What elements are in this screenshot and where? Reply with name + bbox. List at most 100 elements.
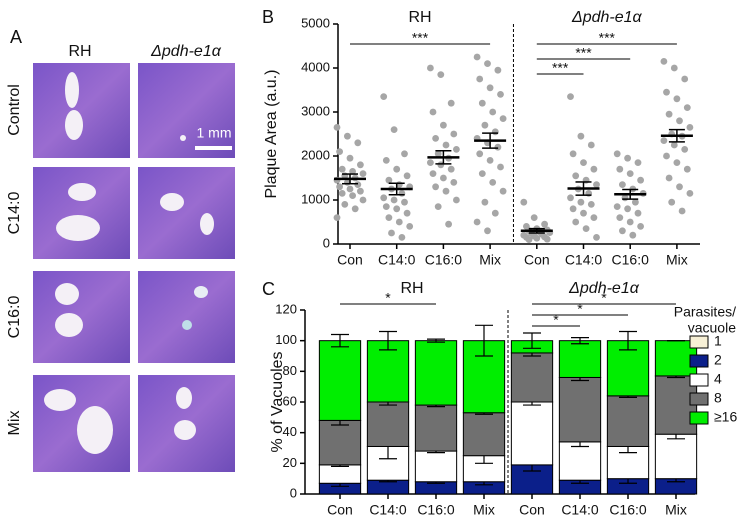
data-point — [572, 172, 580, 180]
plaque — [56, 215, 100, 241]
data-point — [403, 209, 411, 217]
data-point — [437, 71, 445, 78]
data-point — [393, 205, 401, 213]
micrographs: 1 mm — [33, 63, 235, 472]
data-point — [494, 143, 502, 151]
data-point — [476, 150, 484, 158]
data-point — [385, 214, 393, 222]
y-tick-label: 2000 — [301, 147, 330, 162]
bar-segment — [510, 352, 554, 403]
data-point — [577, 132, 585, 140]
y-tick-label: 4000 — [301, 59, 330, 74]
data-point — [629, 231, 637, 239]
data-point — [380, 93, 388, 100]
data-point — [572, 218, 580, 226]
y-tick-label: 120 — [275, 301, 297, 316]
legend-label: 4 — [714, 371, 722, 387]
data-point — [427, 159, 434, 167]
data-point — [497, 91, 504, 98]
legend-swatch — [689, 354, 709, 368]
data-point — [569, 150, 577, 158]
data-point — [357, 161, 364, 169]
data-point — [624, 205, 631, 213]
data-point — [338, 190, 346, 197]
plaque — [65, 72, 79, 108]
legend-swatch — [689, 335, 709, 349]
plaque — [182, 320, 192, 330]
data-point — [427, 64, 434, 72]
data-point — [543, 235, 551, 243]
data-point — [587, 201, 595, 208]
panel-label: C — [262, 279, 275, 299]
scale-bar-label: 1 mm — [197, 125, 232, 141]
data-point — [434, 203, 442, 211]
micrograph — [138, 167, 235, 259]
data-point — [484, 60, 491, 67]
group-title: Δpdh-e1α — [571, 9, 643, 26]
bar-segment — [366, 401, 410, 447]
data-point — [447, 165, 455, 173]
data-point — [447, 99, 455, 107]
significance-label: *** — [552, 60, 569, 76]
data-point — [497, 163, 504, 171]
data-point — [385, 176, 393, 184]
data-point — [351, 205, 359, 213]
data-point — [481, 121, 489, 129]
data-point — [393, 165, 401, 173]
data-point — [616, 165, 624, 173]
plaque — [180, 135, 186, 141]
bar-segment — [558, 441, 602, 481]
data-point — [398, 234, 406, 241]
data-point — [440, 174, 447, 182]
x-tick-label: C14:0 — [565, 252, 603, 268]
data-point — [499, 115, 507, 122]
y-axis-label: Plaque Area (a.u.) — [263, 70, 280, 199]
data-point — [681, 146, 689, 153]
significance-label: * — [577, 301, 583, 317]
row-label: Control — [6, 84, 23, 136]
data-point — [626, 170, 634, 178]
data-point — [388, 229, 395, 237]
bar-segment — [318, 340, 362, 421]
data-point — [390, 196, 398, 204]
data-point — [616, 214, 624, 222]
data-point — [494, 66, 502, 74]
data-point — [673, 159, 681, 167]
data-point — [406, 223, 414, 230]
data-point — [429, 108, 437, 116]
x-tick-label: C16:0 — [609, 502, 647, 518]
data-point — [613, 150, 621, 158]
micrograph — [33, 271, 130, 363]
data-point — [359, 170, 367, 178]
data-point — [670, 141, 678, 149]
data-point — [634, 159, 642, 167]
legend-swatch — [689, 392, 709, 406]
plaque — [160, 193, 184, 211]
plaque — [174, 420, 196, 440]
y-tick-label: 40 — [283, 424, 297, 439]
group-title: Δpdh-e1α — [568, 280, 640, 297]
data-point — [429, 170, 437, 178]
data-point — [619, 227, 626, 235]
panel-label: B — [262, 7, 274, 27]
data-point — [686, 124, 694, 131]
panel-label: A — [10, 27, 22, 47]
data-point — [567, 194, 574, 202]
data-point — [619, 181, 626, 189]
data-point — [445, 220, 452, 228]
bar-segment — [606, 395, 650, 447]
bar-segment — [558, 376, 602, 443]
data-point — [580, 159, 587, 167]
plaque — [55, 283, 79, 305]
data-point — [491, 128, 499, 136]
x-tick-label: C14:0 — [378, 252, 416, 268]
y-tick-label: 60 — [283, 393, 297, 408]
data-point — [432, 183, 439, 191]
data-point — [533, 234, 541, 242]
x-tick-label: Con — [519, 502, 545, 518]
data-point — [681, 75, 689, 83]
data-point — [678, 207, 686, 215]
data-point — [336, 183, 343, 191]
y-tick-label: 0 — [290, 485, 297, 500]
data-point — [403, 172, 411, 180]
